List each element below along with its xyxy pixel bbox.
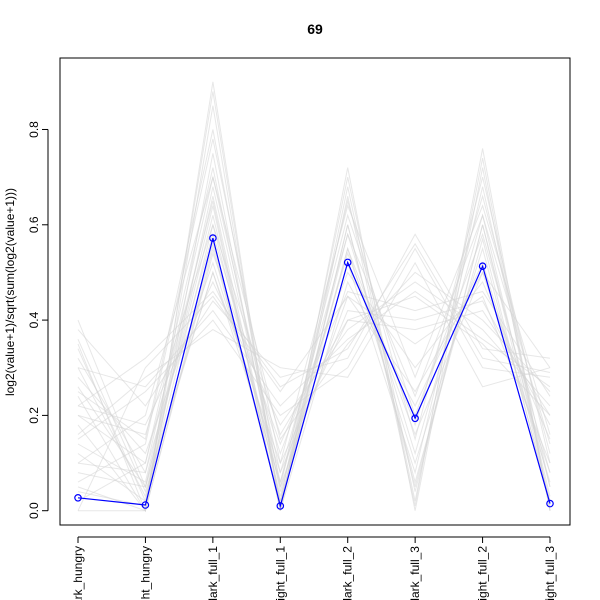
series-point-light_full_2: [478, 262, 487, 271]
background-line-10: [77, 213, 551, 497]
y-tick-label: 0.0: [27, 502, 41, 519]
background-line-15: [77, 186, 551, 503]
background-line-21: [77, 138, 551, 483]
x-tick-label-dark_full_3: dark_full_3: [408, 546, 422, 600]
y-axis: 0.0 0.2 0.4 0.6 0.8: [27, 121, 49, 519]
background-line-18: [77, 205, 551, 511]
chart-title: 69: [307, 21, 323, 37]
background-line-26: [77, 223, 551, 436]
x-tick-label-dark_full_1: dark_full_1: [206, 546, 220, 600]
x-tick-label-light_full_2: light_full_2: [476, 546, 490, 600]
series-point-dark_full_1: [209, 234, 217, 242]
x-axis: dark_hungry light_hungry dark_full_1 light_…: [71, 536, 557, 600]
background-line-24: [77, 290, 551, 407]
y-tick-label: 0.8: [27, 121, 41, 138]
series-point-light_full_1: [276, 502, 285, 510]
background-line-4: [77, 175, 551, 464]
background-line-28: [77, 176, 551, 474]
x-tick-label-light_hungry: light_hungry: [138, 546, 152, 600]
plot-frame: [59, 57, 571, 526]
y-axis-label: log2(value+1)/sqrt(sum(log2(value+1))): [3, 188, 17, 396]
series-point-light_hungry: [141, 501, 150, 509]
series-point-dark_full_3: [411, 414, 419, 423]
x-tick-label-light_full_3: light_full_3: [543, 546, 557, 600]
x-tick-label-dark_hungry: dark_hungry: [71, 546, 85, 600]
x-tick-label-light_full_1: light_full_1: [273, 546, 287, 600]
x-tick-label-dark_full_2: dark_full_2: [341, 546, 355, 600]
series-line-0: [77, 237, 551, 509]
y-tick-label: 0.6: [27, 216, 41, 233]
series-point-light_full_3: [546, 499, 554, 508]
series-point-dark_full_2: [343, 258, 352, 267]
background-lines: [77, 81, 551, 513]
y-tick-label: 0.4: [27, 311, 41, 328]
series-point-dark_hungry: [74, 493, 82, 502]
background-line-29: [77, 242, 551, 407]
y-tick-label: 0.2: [27, 407, 41, 424]
highlighted-series: [74, 234, 554, 510]
background-line-3: [77, 200, 551, 511]
